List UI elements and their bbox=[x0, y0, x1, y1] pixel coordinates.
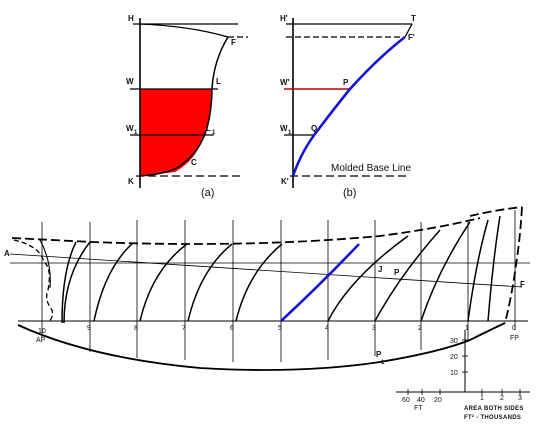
section-line bbox=[187, 243, 233, 322]
molded-base-line-label: Molded Base Line bbox=[331, 163, 411, 174]
label-p1-plan: P bbox=[376, 350, 382, 359]
section-line bbox=[420, 221, 471, 322]
sheer-line bbox=[11, 217, 481, 245]
station-label: 10 bbox=[38, 328, 46, 335]
label-t-b: T bbox=[411, 14, 416, 23]
bow-profile bbox=[504, 206, 523, 324]
section-area-fill bbox=[140, 89, 212, 176]
label-w1-sub-a: 1 bbox=[134, 130, 138, 136]
label-p-plan: P bbox=[394, 268, 400, 277]
label-q-b: Q bbox=[311, 124, 317, 133]
section-line bbox=[235, 243, 283, 322]
label-f-plan: F bbox=[520, 280, 525, 289]
vertical-scale-tick-label: 20 bbox=[450, 354, 458, 361]
forecastle-line bbox=[469, 206, 523, 217]
section-line bbox=[467, 219, 489, 322]
horizontal-scale-tick-label: 20 bbox=[434, 397, 442, 404]
station-label: 3 bbox=[372, 325, 376, 332]
label-f-a: F bbox=[231, 38, 236, 47]
area-caption-line2: FT² - THOUSANDS bbox=[464, 414, 521, 421]
caption-a: (a) bbox=[201, 187, 214, 199]
section-curve-a bbox=[139, 36, 229, 177]
label-w1-a: W bbox=[126, 124, 134, 133]
label-l1-sub-a: 1 bbox=[212, 130, 216, 136]
stern-profile bbox=[13, 239, 54, 323]
station-label: 1 bbox=[465, 325, 469, 332]
label-p1-sub-plan: 1 bbox=[381, 360, 385, 366]
panel-a: H F W L W 1 L 1 C K (a) bbox=[126, 14, 248, 199]
label-w-b: W' bbox=[280, 78, 290, 87]
sectional-area-curve-b bbox=[291, 35, 406, 177]
horizontal-scale-tick-label: 1 bbox=[480, 395, 484, 402]
label-a-plan: A bbox=[4, 249, 10, 258]
ft-label: FT bbox=[414, 405, 423, 412]
ap-label: AP bbox=[36, 337, 46, 344]
label-h-b: H' bbox=[280, 14, 288, 23]
station-label: 2 bbox=[418, 325, 422, 332]
station-label: 9 bbox=[87, 325, 91, 332]
label-l-a: L bbox=[216, 77, 221, 86]
horizontal-scale-tick-label: 60 bbox=[402, 397, 410, 404]
station-label: 8 bbox=[134, 325, 138, 332]
station-label: 4 bbox=[325, 325, 329, 332]
label-j-plan: J bbox=[378, 265, 382, 274]
area-caption-line1: AREA BOTH SIDES bbox=[464, 406, 524, 412]
section-line bbox=[487, 215, 501, 322]
section-line bbox=[139, 243, 188, 322]
label-w-a: W bbox=[126, 77, 134, 86]
section-line bbox=[327, 235, 409, 322]
vertical-scale-tick-label: 10 bbox=[450, 370, 458, 377]
label-c-a: C bbox=[191, 158, 197, 167]
caption-b: (b) bbox=[343, 187, 356, 199]
section-line bbox=[374, 229, 441, 322]
station-label: 6 bbox=[230, 325, 234, 332]
section-line bbox=[93, 242, 134, 322]
label-l1-a: L bbox=[206, 124, 211, 133]
label-h-a: H bbox=[128, 14, 134, 23]
keel-profile bbox=[17, 322, 506, 371]
station-label: 7 bbox=[182, 325, 186, 332]
label-k-a: K bbox=[128, 177, 134, 186]
label-f-b: F' bbox=[408, 33, 415, 42]
section-line bbox=[63, 241, 91, 324]
label-w1-b: W bbox=[280, 124, 288, 133]
label-p-b: P bbox=[343, 78, 349, 87]
label-k-b: K' bbox=[281, 177, 289, 186]
hull-plan: A J P F P 1 10 9 8 7 6 5 4 3 2 1 0 AP FP… bbox=[4, 206, 530, 421]
sheer-curve-a bbox=[139, 23, 229, 38]
fp-label: FP bbox=[510, 335, 519, 342]
label-w1-sub-b: 1 bbox=[288, 130, 292, 136]
station-label: 5 bbox=[278, 325, 282, 332]
horizontal-scale-tick-label: 2 bbox=[500, 395, 504, 402]
stern-profile-inner bbox=[39, 239, 51, 289]
horizontal-scale-tick-label: 3 bbox=[518, 395, 522, 402]
vertical-scale-tick-label: 30 bbox=[450, 338, 458, 345]
upper-ref-line-b bbox=[404, 23, 413, 38]
section-line-highlight bbox=[280, 243, 360, 322]
panel-b: H' T F' W' P W 1 Q K' Molded Base Line (… bbox=[280, 14, 416, 199]
station-label: 0 bbox=[512, 325, 516, 332]
horizontal-scale-tick-label: 40 bbox=[417, 397, 425, 404]
section-line bbox=[61, 241, 77, 324]
